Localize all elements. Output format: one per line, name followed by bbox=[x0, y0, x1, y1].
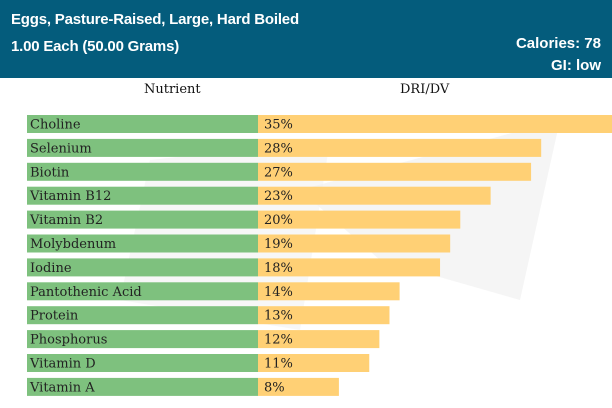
nutrient-name: Vitamin A bbox=[29, 380, 95, 395]
nutrient-label-bar bbox=[27, 186, 258, 205]
dri-value-bar bbox=[258, 115, 612, 133]
nutrient-name: Vitamin B12 bbox=[29, 189, 111, 204]
nutrient-name: Protein bbox=[30, 309, 79, 324]
nutrient-name: Vitamin B2 bbox=[29, 213, 103, 228]
nutrient-name: Choline bbox=[30, 118, 81, 133]
dri-value-bar bbox=[258, 186, 491, 205]
nutrient-label-bar bbox=[27, 210, 258, 229]
dri-value-label: 13% bbox=[264, 309, 293, 324]
nutrient-name: Iodine bbox=[30, 261, 72, 276]
dri-value-label: 28% bbox=[264, 141, 293, 156]
dri-value-bar bbox=[258, 282, 400, 301]
dri-column-header: DRI/DV bbox=[400, 82, 450, 97]
serving-size: 1.00 Each (50.00 Grams) bbox=[11, 38, 180, 55]
food-title: Eggs, Pasture-Raised, Large, Hard Boiled bbox=[11, 11, 299, 28]
dri-value-bar bbox=[258, 210, 461, 229]
calories-label: Calories: 78 bbox=[515, 35, 601, 52]
header-banner: Eggs, Pasture-Raised, Large, Hard Boiled… bbox=[0, 0, 612, 78]
nutrient-name: Pantothenic Acid bbox=[30, 285, 142, 300]
nutrient-name: Biotin bbox=[30, 165, 70, 180]
nutrient-column-header: Nutrient bbox=[144, 82, 201, 97]
nutrient-label-bar bbox=[27, 282, 258, 301]
nutrient-name: Molybdenum bbox=[30, 237, 116, 252]
dri-value-bar bbox=[258, 258, 441, 277]
dri-value-label: 23% bbox=[264, 189, 293, 204]
dri-value-label: 19% bbox=[264, 237, 293, 252]
dri-value-label: 8% bbox=[264, 380, 285, 395]
dri-value-bar bbox=[258, 138, 542, 157]
dri-value-label: 20% bbox=[264, 213, 293, 228]
dri-value-label: 18% bbox=[264, 261, 293, 276]
nutrient-name: Selenium bbox=[30, 141, 92, 156]
nutrient-label-bar bbox=[27, 115, 258, 133]
dri-value-bar bbox=[258, 377, 339, 396]
nutrient-label-bar bbox=[27, 234, 258, 253]
dri-value-bar bbox=[258, 162, 532, 181]
dri-value-bar bbox=[258, 354, 370, 372]
nutrient-name: Phosphorus bbox=[30, 333, 107, 348]
nutrient-label-bar bbox=[27, 138, 258, 157]
dri-value-label: 11% bbox=[264, 357, 293, 372]
nutrient-label-bar bbox=[27, 306, 258, 325]
nutrient-label-bar bbox=[27, 330, 258, 349]
nutrient-label-bar bbox=[27, 354, 258, 372]
dri-value-label: 27% bbox=[264, 165, 293, 180]
dri-value-label: 12% bbox=[264, 333, 293, 348]
dri-value-bar bbox=[258, 306, 390, 325]
glycemic-index-label: GI: low bbox=[551, 57, 601, 74]
nutrient-name: Vitamin D bbox=[29, 357, 96, 372]
nutrient-label-bar bbox=[27, 162, 258, 181]
dri-value-bar bbox=[258, 234, 451, 253]
dri-value-bar bbox=[258, 330, 380, 349]
dri-value-label: 14% bbox=[264, 285, 293, 300]
dri-value-label: 35% bbox=[264, 118, 293, 133]
nutrient-label-bar bbox=[27, 258, 258, 277]
nutrient-label-bar bbox=[27, 377, 258, 396]
